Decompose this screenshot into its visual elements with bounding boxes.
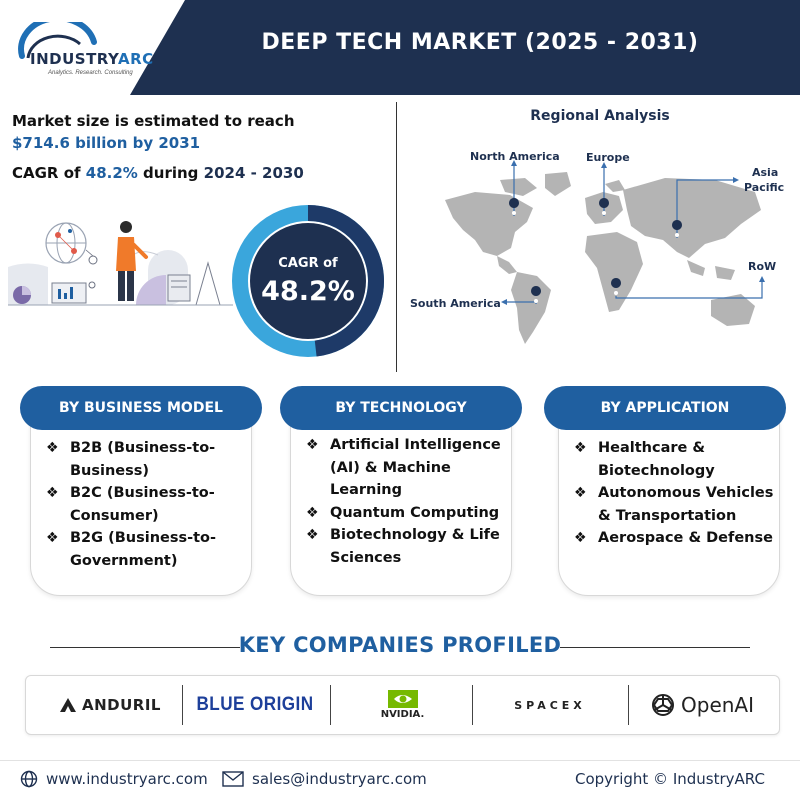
logo-separator: [472, 685, 473, 725]
diamond-bullet-icon: ❖: [306, 437, 319, 453]
company-logo-nvidia[interactable]: NVIDIA.: [335, 690, 470, 720]
map-pin-icon: [509, 198, 520, 220]
region-label-row: RoW: [748, 260, 777, 273]
region-label-pacific: Pacific: [744, 181, 785, 194]
diamond-bullet-icon: ❖: [574, 485, 587, 501]
copyright-text: Copyright © IndustryARC: [575, 770, 765, 788]
donut-label: CAGR of: [278, 256, 338, 271]
logo-separator: [628, 685, 629, 725]
nvidia-eye-icon: [387, 690, 418, 708]
footer-divider: [0, 760, 800, 761]
map-pin-icon: [531, 286, 542, 308]
cagr-summary: CAGR of 48.2% during 2024 - 2030: [12, 164, 304, 182]
cagr-mid: during: [137, 164, 204, 182]
diamond-bullet-icon: ❖: [574, 530, 587, 546]
donut-value: 48.2%: [261, 276, 355, 307]
diamond-bullet-icon: ❖: [46, 440, 59, 456]
market-size-label: Market size is estimated to reach: [12, 112, 295, 130]
company-logo-blue-origin[interactable]: BLUE ORIGIN: [196, 694, 314, 715]
cagr-donut-chart: [232, 205, 384, 357]
world-map: [445, 160, 765, 344]
cagr-value: 48.2%: [85, 164, 138, 182]
segment-heading-technology: BY TECHNOLOGY: [280, 386, 522, 430]
logo-separator: [330, 685, 331, 725]
list-item: ❖ Artificial Intelligence (AI) & Machine Le…: [302, 434, 514, 502]
diamond-bullet-icon: ❖: [46, 530, 59, 546]
industryarc-logo[interactable]: INDUSTRYARC Analytics. Research. Consult…: [18, 22, 158, 82]
segment-heading-application: BY APPLICATION: [544, 386, 786, 430]
regional-analysis-title: Regional Analysis: [530, 108, 670, 124]
list-item: ❖ Biotechnology & Life Sciences: [302, 524, 514, 569]
technology-list: ❖ Artificial Intelligence (AI) & Machine Le…: [302, 434, 514, 569]
list-item: ❖ B2C (Business-to- Consumer): [42, 482, 252, 527]
logo-separator: [182, 685, 183, 725]
diamond-bullet-icon: ❖: [46, 485, 59, 501]
map-pin-icon: [611, 278, 622, 300]
footer-email-link[interactable]: sales@industryarc.com: [222, 770, 427, 788]
openai-icon: [652, 694, 674, 716]
list-item: ❖ B2B (Business-to- Business): [42, 437, 252, 482]
divider-line: [560, 647, 750, 648]
mail-icon: [222, 771, 244, 787]
key-companies-title: KEY COMPANIES PROFILED: [238, 633, 562, 657]
list-item: ❖ Healthcare & Biotechnology: [570, 437, 785, 482]
globe-icon: [20, 770, 38, 788]
diamond-bullet-icon: ❖: [306, 504, 319, 521]
list-item: ❖ B2G (Business-to- Government): [42, 527, 252, 572]
page-title: DEEP TECH MARKET (2025 - 2031): [261, 30, 699, 55]
anduril-icon: [60, 698, 76, 712]
region-label-asia: Asia: [752, 166, 779, 179]
segment-heading-business-model: BY BUSINESS MODEL: [20, 386, 262, 430]
header-banner: [130, 0, 800, 95]
cagr-donut-arc: [307, 205, 384, 357]
logo-wordmark: INDUSTRYARC: [30, 50, 154, 68]
company-logo-spacex[interactable]: SPACEX: [514, 698, 586, 712]
region-label-north-america: North America: [470, 150, 560, 163]
company-logo-openai[interactable]: OpenAI: [632, 690, 772, 720]
application-list: ❖ Healthcare & Biotechnology ❖ Autonomous V…: [570, 437, 785, 550]
company-logo-anduril[interactable]: ANDURIL: [40, 690, 180, 720]
section-divider: [396, 102, 397, 372]
footer-website-link[interactable]: www.industryarc.com: [20, 770, 208, 788]
list-item: ❖ Quantum Computing: [302, 502, 514, 525]
cagr-prefix: CAGR of: [12, 164, 86, 182]
list-item: ❖ Autonomous Vehicles & Transportation: [570, 482, 785, 527]
region-label-south-america: South America: [410, 297, 501, 310]
map-pin-icon: [672, 220, 683, 242]
diamond-bullet-icon: ❖: [306, 527, 319, 543]
logo-tagline: Analytics. Research. Consulting: [48, 70, 133, 76]
tech-illustration: [8, 221, 233, 306]
divider-line: [50, 647, 240, 648]
list-item: ❖ Aerospace & Defense: [570, 527, 785, 550]
diamond-bullet-icon: ❖: [574, 440, 587, 456]
region-label-europe: Europe: [586, 151, 630, 164]
email-text: sales@industryarc.com: [252, 770, 427, 788]
logo-arc-icon: [18, 22, 97, 59]
business-model-list: ❖ B2B (Business-to- Business) ❖ B2C (Busine…: [42, 437, 252, 572]
website-text: www.industryarc.com: [46, 770, 208, 788]
cagr-period: 2024 - 2030: [203, 164, 304, 182]
map-pin-icon: [599, 198, 610, 220]
market-size-value: $714.6 billion by 2031: [12, 134, 201, 152]
footer-copyright: Copyright © IndustryARC: [575, 770, 765, 788]
